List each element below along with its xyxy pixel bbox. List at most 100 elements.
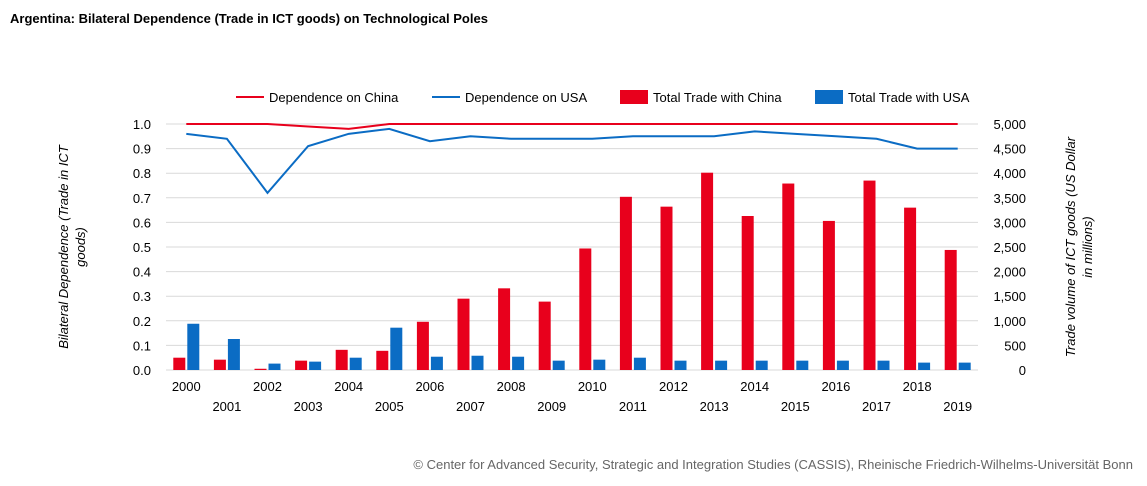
y-left-tick-label: 0.3: [133, 289, 151, 304]
bar-usa: [958, 362, 971, 370]
bar-china: [376, 350, 389, 370]
x-tick-label: 2006: [415, 379, 444, 394]
legend-label: Total Trade with China: [653, 90, 782, 105]
y-right-tick-label: 5,000: [993, 117, 1026, 132]
x-tick-label: 2015: [781, 399, 810, 414]
bar-usa: [593, 359, 606, 370]
y-right-tick-label: 3,500: [993, 191, 1026, 206]
y-left-tick-label: 1.0: [133, 117, 151, 132]
bar-china: [295, 360, 308, 370]
x-tick-label: 2014: [740, 379, 769, 394]
bar-china: [213, 359, 226, 370]
bar-china: [335, 349, 348, 370]
y-right-tick-label: 1,000: [993, 314, 1026, 329]
bar-china: [619, 196, 632, 370]
bar-china: [822, 220, 835, 370]
bar-china: [904, 207, 917, 370]
bar-usa: [227, 339, 240, 370]
bar-china: [741, 216, 754, 370]
bar-china: [254, 368, 267, 370]
x-tick-label: 2007: [456, 399, 485, 414]
gridlines: [166, 123, 978, 371]
y-right-tick-label: 1,500: [993, 289, 1026, 304]
y-axis-right-ticks: 0 500 1,000 1,500 2,000 2,500 3,000 3,500 4,000 4…: [993, 117, 1026, 378]
bar-china: [498, 288, 511, 370]
y-axis-right-title-line: in millions): [1080, 216, 1095, 277]
bar-usa: [430, 356, 443, 370]
bar-usa: [715, 360, 728, 370]
x-tick-label: 2008: [497, 379, 526, 394]
y-axis-left-title-line: goods): [73, 227, 88, 267]
y-right-tick-label: 0: [1019, 363, 1026, 378]
bar-usa: [877, 360, 890, 370]
bars: [173, 172, 971, 370]
x-tick-label: 2016: [821, 379, 850, 394]
bar-usa: [471, 355, 484, 370]
y-left-tick-label: 0.0: [133, 363, 151, 378]
bar-usa: [349, 357, 362, 370]
y-left-tick-label: 0.1: [133, 338, 151, 353]
y-right-tick-label: 4,500: [993, 142, 1026, 157]
bar-usa: [755, 360, 768, 370]
bar-china: [701, 172, 714, 370]
y-axis-left-title-line: Bilateral Dependence (Trade in ICT: [56, 144, 71, 349]
y-axis-right-title-line: Trade volume of ICT goods (US Dollar: [1063, 136, 1078, 357]
y-right-tick-label: 2,500: [993, 240, 1026, 255]
legend-label: Dependence on China: [269, 90, 399, 105]
bar-china: [944, 249, 957, 370]
bar-usa: [796, 360, 809, 370]
line-dependence-usa: [186, 127, 958, 195]
copyright-notice: © Center for Advanced Security, Strategi…: [413, 457, 1133, 472]
y-axis-left-title: Bilateral Dependence (Trade in ICT goods): [56, 144, 88, 349]
x-tick-label: 2012: [659, 379, 688, 394]
bar-china: [660, 206, 673, 370]
x-tick-label: 2018: [903, 379, 932, 394]
bar-usa: [187, 323, 200, 370]
legend-label: Dependence on USA: [465, 90, 587, 105]
bar-usa: [918, 362, 931, 370]
bar-china: [782, 183, 795, 370]
y-right-tick-label: 3,000: [993, 215, 1026, 230]
y-left-tick-label: 0.8: [133, 166, 151, 181]
x-tick-label: 2013: [700, 399, 729, 414]
x-tick-label: 2003: [294, 399, 323, 414]
x-tick-label: 2011: [619, 399, 647, 414]
line-dependence-china: [186, 123, 958, 130]
bar-usa: [674, 360, 687, 370]
y-left-tick-label: 0.2: [133, 314, 151, 329]
x-tick-label: 2009: [537, 399, 566, 414]
bar-china: [579, 248, 592, 370]
y-right-tick-label: 4,000: [993, 166, 1026, 181]
bar-usa: [836, 360, 849, 370]
y-right-tick-label: 500: [1004, 338, 1026, 353]
bar-usa: [633, 357, 646, 370]
x-tick-label: 2019: [943, 399, 972, 414]
y-right-tick-label: 2,000: [993, 265, 1026, 280]
bar-china: [457, 298, 470, 370]
x-tick-label: 2010: [578, 379, 607, 394]
y-left-tick-label: 0.9: [133, 142, 151, 157]
x-tick-label: 2001: [212, 399, 241, 414]
y-left-tick-label: 0.5: [133, 240, 151, 255]
bar-usa: [309, 361, 322, 370]
bar-usa: [268, 363, 281, 370]
y-left-tick-label: 0.4: [133, 265, 151, 280]
bar-china: [863, 180, 876, 370]
legend: Dependence on China Dependence on USA Tota…: [236, 90, 970, 105]
legend-box-swatch: [815, 90, 843, 104]
legend-label: Total Trade with USA: [848, 90, 970, 105]
x-tick-label: 2000: [172, 379, 201, 394]
y-axis-left-ticks: 0.0 0.1 0.2 0.3 0.4 0.5 0.6 0.7 0.8 0.9 1.0: [133, 117, 151, 378]
x-tick-label: 2017: [862, 399, 891, 414]
legend-box-swatch: [620, 90, 648, 104]
y-axis-right-title: Trade volume of ICT goods (US Dollar in m…: [1063, 136, 1095, 357]
bar-china: [173, 357, 186, 370]
bar-china: [416, 321, 429, 370]
bar-usa: [552, 360, 565, 370]
x-tick-label: 2002: [253, 379, 282, 394]
x-axis-ticks: 2000 2001 2002 2003 2004 2005 2006 2007 2008 2009…: [172, 379, 972, 414]
bar-usa: [390, 327, 403, 370]
chart-title: Argentina: Bilateral Dependence (Trade i…: [10, 11, 488, 26]
y-left-tick-label: 0.6: [133, 215, 151, 230]
